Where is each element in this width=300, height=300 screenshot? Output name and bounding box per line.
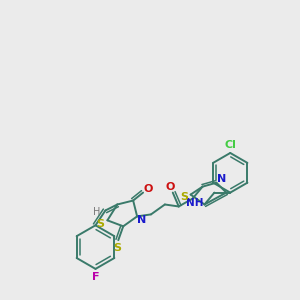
Text: Cl: Cl [224, 140, 236, 150]
Text: S: S [113, 243, 121, 253]
Text: NH: NH [186, 199, 203, 208]
Text: F: F [92, 272, 99, 282]
Text: H: H [93, 207, 100, 218]
Text: O: O [143, 184, 153, 194]
Text: N: N [217, 174, 226, 184]
Text: S: S [97, 219, 104, 229]
Text: O: O [165, 182, 175, 192]
Text: S: S [181, 192, 189, 202]
Text: N: N [137, 215, 147, 225]
